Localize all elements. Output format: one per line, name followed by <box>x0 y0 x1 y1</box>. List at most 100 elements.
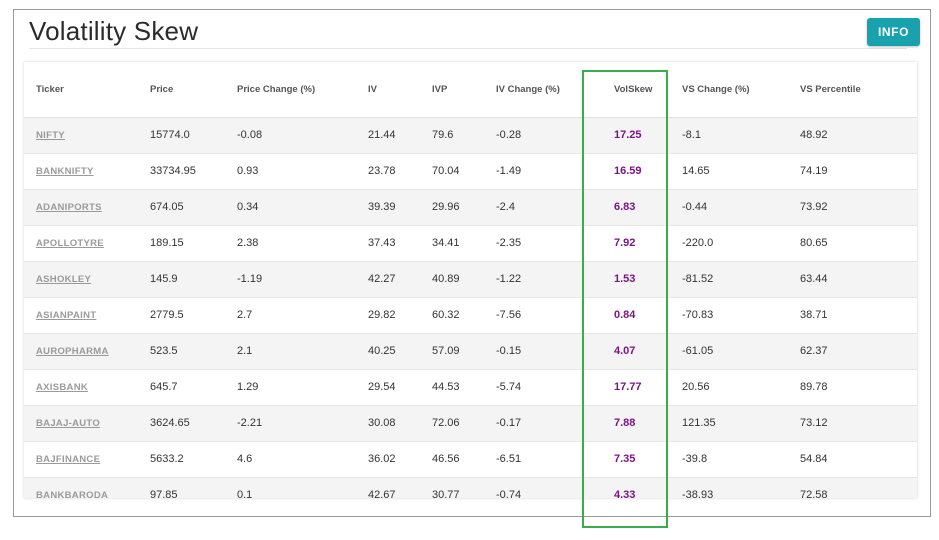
volskew-cell: 1.53 <box>584 261 670 298</box>
ticker-cell: ASHOKLEY <box>24 261 138 298</box>
column-header-volskew[interactable]: VolSkew <box>584 62 670 118</box>
ticker-link[interactable]: BANKBARODA <box>36 490 109 498</box>
ivp-cell: 30.77 <box>420 477 484 498</box>
column-header-price-change[interactable]: Price Change (%) <box>225 62 356 118</box>
ivp-cell: 46.56 <box>420 441 484 478</box>
vs-change-cell: 20.56 <box>670 369 788 406</box>
table-row: ADANIPORTS 674.05 0.34 39.39 29.96 -2.4 6.83 -0… <box>24 189 917 226</box>
price-cell: 2779.5 <box>138 297 225 334</box>
iv-cell: 37.43 <box>356 225 420 262</box>
price-change-cell: 0.93 <box>225 153 356 190</box>
vs-change-cell: -38.93 <box>670 477 788 498</box>
price-change-cell: -2.21 <box>225 405 356 442</box>
column-header-ivp[interactable]: IVP <box>420 62 484 118</box>
column-header-price[interactable]: Price <box>138 62 225 118</box>
vs-change-cell: -39.8 <box>670 441 788 478</box>
ticker-cell: BANKBARODA <box>24 477 138 498</box>
ivp-cell: 29.96 <box>420 189 484 226</box>
iv-change-cell: -2.4 <box>484 189 584 226</box>
vs-percentile-cell: 73.12 <box>788 405 917 442</box>
price-change-cell: 0.34 <box>225 189 356 226</box>
ticker-link[interactable]: BAJAJ-AUTO <box>36 418 101 429</box>
info-button[interactable]: INFO <box>867 18 920 46</box>
iv-cell: 42.27 <box>356 261 420 298</box>
table-row: AUROPHARMA 523.5 2.1 40.25 57.09 -0.15 4.07 -61… <box>24 333 917 370</box>
ivp-cell: 44.53 <box>420 369 484 406</box>
ivp-cell: 79.6 <box>420 117 484 154</box>
price-change-cell: -0.08 <box>225 117 356 154</box>
ticker-cell: NIFTY <box>24 117 138 154</box>
volatility-skew-table-card: Ticker Price Price Change (%) IV IVP IV … <box>24 62 917 498</box>
vs-percentile-cell: 73.92 <box>788 189 917 226</box>
vs-percentile-cell: 89.78 <box>788 369 917 406</box>
table-row: ASIANPAINT 2779.5 2.7 29.82 60.32 -7.56 0.84 -7… <box>24 297 917 334</box>
volskew-cell: 0.84 <box>584 297 670 334</box>
ivp-cell: 70.04 <box>420 153 484 190</box>
iv-cell: 40.25 <box>356 333 420 370</box>
table-row: BANKBARODA 97.85 0.1 42.67 30.77 -0.74 4.33 -38… <box>24 477 917 498</box>
ticker-cell: AXISBANK <box>24 369 138 406</box>
iv-cell: 23.78 <box>356 153 420 190</box>
price-change-cell: 0.1 <box>225 477 356 498</box>
table-row: APOLLOTYRE 189.15 2.38 37.43 34.41 -2.35 7.92-… <box>24 225 917 262</box>
iv-cell: 42.67 <box>356 477 420 498</box>
price-cell: 145.9 <box>138 261 225 298</box>
iv-cell: 36.02 <box>356 441 420 478</box>
price-cell: 523.5 <box>138 333 225 370</box>
ticker-link[interactable]: ASIANPAINT <box>36 310 97 321</box>
volskew-cell: 16.59 <box>584 153 670 190</box>
iv-change-cell: -0.15 <box>484 333 584 370</box>
iv-change-cell: -6.51 <box>484 441 584 478</box>
ticker-link[interactable]: BAJFINANCE <box>36 454 101 465</box>
iv-cell: 21.44 <box>356 117 420 154</box>
column-header-iv[interactable]: IV <box>356 62 420 118</box>
iv-change-cell: -5.74 <box>484 369 584 406</box>
vs-percentile-cell: 74.19 <box>788 153 917 190</box>
vs-percentile-cell: 80.65 <box>788 225 917 262</box>
price-change-cell: 2.38 <box>225 225 356 262</box>
table-body: NIFTY 15774.0 -0.08 21.44 79.6 -0.28 17.25 -8.1… <box>24 117 917 498</box>
vs-percentile-cell: 62.37 <box>788 333 917 370</box>
ticker-link[interactable]: AUROPHARMA <box>36 346 109 357</box>
ivp-cell: 60.32 <box>420 297 484 334</box>
vs-change-cell: -81.52 <box>670 261 788 298</box>
vs-percentile-cell: 63.44 <box>788 261 917 298</box>
table-row: AXISBANK 645.7 1.29 29.54 44.53 -5.74 17.77 20.… <box>24 369 917 406</box>
column-header-iv-change[interactable]: IV Change (%) <box>484 62 584 118</box>
price-change-cell: 1.29 <box>225 369 356 406</box>
table-row: BANKNIFTY 33734.95 0.93 23.78 70.04 -1.49 16.5… <box>24 153 917 190</box>
ivp-cell: 72.06 <box>420 405 484 442</box>
ticker-link[interactable]: AXISBANK <box>36 382 89 393</box>
table-row: BAJAJ-AUTO 3624.65 -2.21 30.08 72.06 -0.17 7.8… <box>24 405 917 442</box>
ivp-cell: 57.09 <box>420 333 484 370</box>
ticker-link[interactable]: BANKNIFTY <box>36 166 94 177</box>
vs-percentile-cell: 54.84 <box>788 441 917 478</box>
vs-percentile-cell: 38.71 <box>788 297 917 334</box>
column-header-ticker[interactable]: Ticker <box>24 62 138 118</box>
price-cell: 33734.95 <box>138 153 225 190</box>
ticker-link[interactable]: APOLLOTYRE <box>36 238 104 249</box>
title-divider <box>29 48 907 49</box>
vs-change-cell: -220.0 <box>670 225 788 262</box>
price-cell: 189.15 <box>138 225 225 262</box>
vs-percentile-cell: 72.58 <box>788 477 917 498</box>
ticker-link[interactable]: ADANIPORTS <box>36 202 102 213</box>
iv-cell: 30.08 <box>356 405 420 442</box>
ticker-cell: BAJAJ-AUTO <box>24 405 138 442</box>
ticker-cell: ADANIPORTS <box>24 189 138 226</box>
ticker-link[interactable]: NIFTY <box>36 130 65 141</box>
ticker-link[interactable]: ASHOKLEY <box>36 274 92 285</box>
table-row: NIFTY 15774.0 -0.08 21.44 79.6 -0.28 17.25 -8.1… <box>24 117 917 154</box>
iv-change-cell: -1.49 <box>484 153 584 190</box>
price-cell: 674.05 <box>138 189 225 226</box>
table-header-row: Ticker Price Price Change (%) IV IVP IV … <box>24 62 917 118</box>
column-header-vs-percentile[interactable]: VS Percentile <box>788 62 917 118</box>
price-cell: 15774.0 <box>138 117 225 154</box>
price-change-cell: 2.1 <box>225 333 356 370</box>
vs-change-cell: -8.1 <box>670 117 788 154</box>
volskew-cell: 6.83 <box>584 189 670 226</box>
iv-change-cell: -0.28 <box>484 117 584 154</box>
column-header-vs-change[interactable]: VS Change (%) <box>670 62 788 118</box>
volskew-cell: 7.92 <box>584 225 670 262</box>
ticker-cell: ASIANPAINT <box>24 297 138 334</box>
